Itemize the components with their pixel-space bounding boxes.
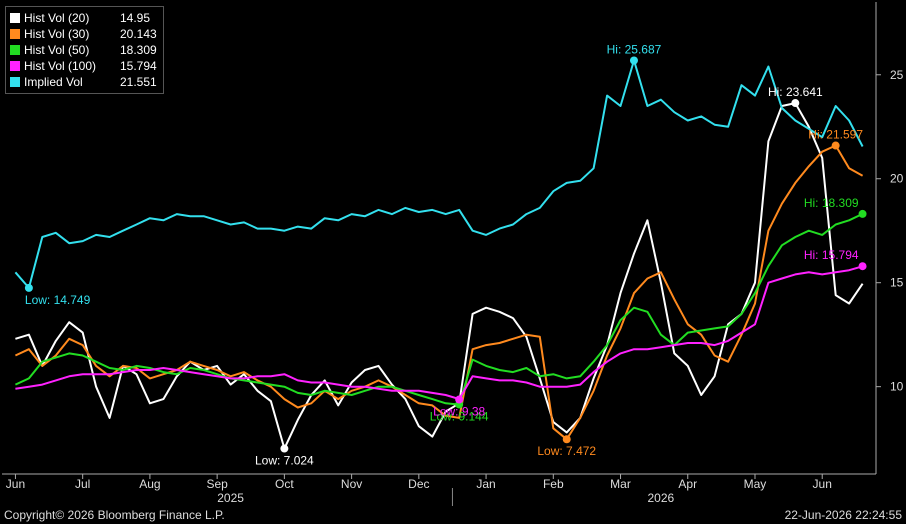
legend-swatch [10, 61, 20, 71]
x-tick-label: Jun [6, 477, 25, 491]
x-tick-label: Sep [206, 477, 228, 491]
x-tick-label: Nov [341, 477, 362, 491]
x-tick-label: Mar [610, 477, 631, 491]
x-year-label: 2025 [217, 491, 244, 505]
x-year-label: 2026 [648, 491, 675, 505]
x-tick-label: Apr [678, 477, 697, 491]
legend-item-hv30: Hist Vol (30) 20.143 [10, 26, 157, 42]
annotation-marker [562, 435, 571, 444]
annotation-label: Low: 9.144 [430, 409, 489, 423]
timestamp-text: 22-Jun-2026 22:24:55 [784, 508, 902, 522]
legend-swatch [10, 13, 20, 23]
y-tick-label: 10 [890, 380, 904, 394]
y-tick-label: 15 [890, 276, 904, 290]
annotation-label: Hi: 21.597 [808, 128, 863, 142]
series-line-1 [14, 144, 864, 441]
annotation-label: Hi: 18.309 [804, 196, 859, 210]
annotation-marker [831, 141, 840, 150]
x-tick-label: Jan [476, 477, 495, 491]
annotation-label: Low: 7.472 [537, 444, 596, 458]
y-tick-label: 25 [890, 68, 904, 82]
series-line-4 [14, 59, 864, 289]
legend-value: 18.309 [120, 43, 157, 57]
annotation-label: Hi: 25.687 [607, 42, 662, 56]
legend-item-implied: Implied Vol 21.551 [10, 74, 157, 90]
legend-label: Hist Vol (50) [24, 43, 90, 57]
x-tick-label: Aug [139, 477, 160, 491]
x-tick-label: Feb [543, 477, 564, 491]
annotation-label: Hi: 15.794 [804, 248, 859, 262]
legend-label: Hist Vol (20) [24, 11, 90, 25]
x-tick-label: Oct [275, 477, 294, 491]
legend-label: Implied Vol [24, 75, 83, 89]
chart-legend: Hist Vol (20) 14.95 Hist Vol (30) 20.143… [5, 6, 164, 94]
annotation-marker [455, 395, 464, 404]
series-line-2 [14, 212, 864, 406]
x-tick-label: Jul [75, 477, 90, 491]
legend-swatch [10, 77, 20, 87]
legend-item-hv100: Hist Vol (100) 15.794 [10, 58, 157, 74]
legend-item-hv50: Hist Vol (50) 18.309 [10, 42, 157, 58]
annotation-marker [629, 56, 638, 65]
series-line-0 [15, 102, 864, 450]
annotation-label: Low: 7.024 [255, 454, 314, 468]
legend-value: 21.551 [120, 75, 157, 89]
legend-swatch [10, 29, 20, 39]
legend-label: Hist Vol (30) [24, 27, 90, 41]
annotation-marker [280, 444, 289, 453]
annotation-marker [858, 262, 867, 271]
annotation-label: Hi: 23.641 [768, 85, 823, 99]
x-tick-label: May [744, 477, 767, 491]
legend-value: 14.95 [120, 11, 151, 25]
annotation-marker [858, 209, 867, 218]
annotation-marker [791, 99, 800, 108]
legend-value: 15.794 [120, 59, 157, 73]
y-tick-label: 20 [890, 172, 904, 186]
annotation-label: Low: 14.749 [25, 293, 91, 307]
annotation-label: Low: 9.38 [433, 405, 485, 419]
x-tick-label: Dec [408, 477, 429, 491]
legend-item-hv20: Hist Vol (20) 14.95 [10, 10, 157, 26]
annotation-marker [24, 283, 33, 292]
copyright-text: Copyright© 2026 Bloomberg Finance L.P. [4, 508, 225, 522]
legend-label: Hist Vol (100) [24, 59, 97, 73]
x-tick-label: Jun [813, 477, 832, 491]
legend-swatch [10, 45, 20, 55]
series-line-3 [15, 265, 863, 401]
legend-value: 20.143 [120, 27, 157, 41]
